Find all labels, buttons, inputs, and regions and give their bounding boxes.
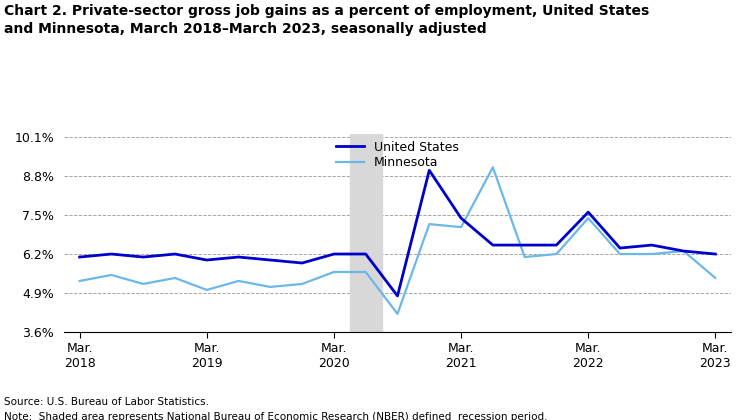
Bar (350, 134, 382, 332)
Text: Note:  Shaded area represents National Bureau of Economic Research (NBER) define: Note: Shaded area represents National Bu… (4, 412, 548, 420)
Legend: United States, Minnesota: United States, Minnesota (336, 141, 459, 169)
Text: Chart 2. Private-sector gross job gains as a percent of employment, United State: Chart 2. Private-sector gross job gains … (4, 4, 649, 36)
Text: Source: U.S. Bureau of Labor Statistics.: Source: U.S. Bureau of Labor Statistics. (4, 397, 209, 407)
